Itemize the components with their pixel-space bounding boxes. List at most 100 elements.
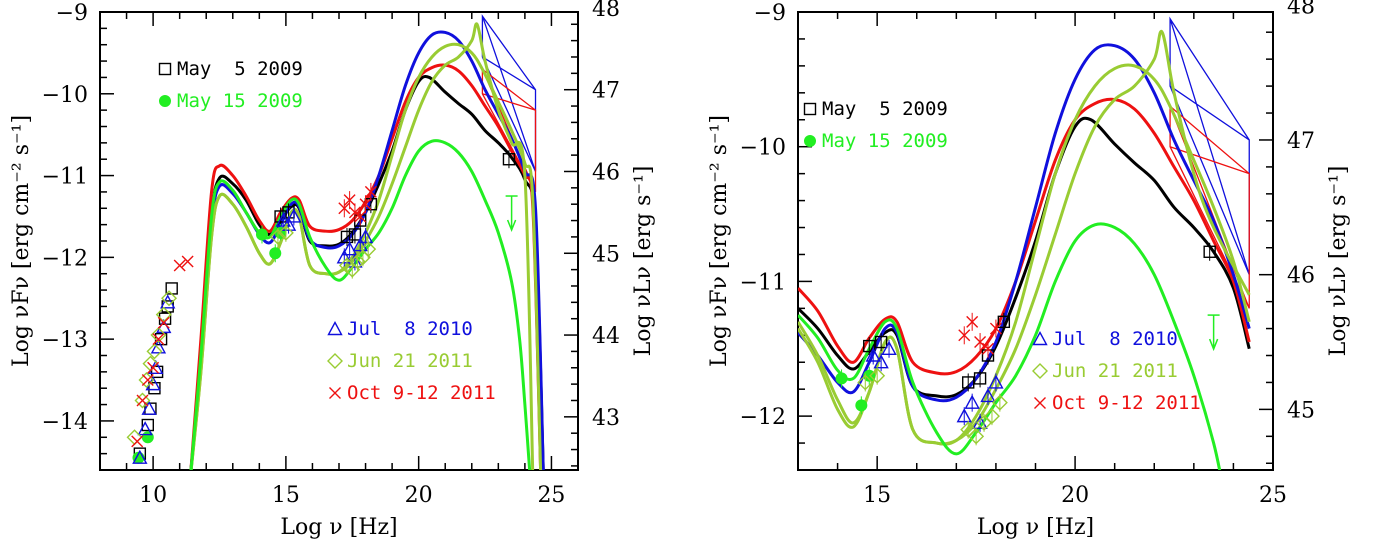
chart-panel-left: 10 15 20 25 −14 −13 −12 −11 −10 −9 43 44 45 46 47 48 Log…	[9, 0, 656, 540]
data-point	[181, 255, 194, 268]
data-point	[873, 354, 889, 369]
data-point	[336, 249, 352, 264]
legend-label: Jul 8 2010	[347, 318, 473, 340]
data-point	[502, 153, 516, 166]
x-tick-label: 15	[863, 483, 891, 508]
right-tick-label: 47	[592, 79, 620, 104]
data-point	[973, 372, 987, 385]
y-tick-label: −9	[56, 1, 88, 26]
legend-marker	[804, 135, 816, 147]
x-tick-label: 20	[1061, 483, 1089, 508]
legend-marker	[329, 387, 341, 399]
data-point	[869, 367, 886, 384]
data-point	[982, 342, 994, 355]
legend-label: Oct 9-12 2011	[1052, 392, 1201, 414]
data-point	[136, 394, 149, 407]
data-point	[988, 374, 1004, 389]
data-point	[964, 394, 980, 409]
model-curve	[189, 63, 543, 470]
legend-marker	[1032, 331, 1048, 346]
legend-marker	[1032, 363, 1048, 379]
legend-label: May 15 2009	[177, 90, 303, 112]
data-point	[881, 340, 897, 355]
data-point	[152, 333, 165, 346]
data-point	[1203, 245, 1216, 258]
x-axis-title: Log ν [Hz]	[977, 515, 1094, 540]
data-point	[141, 418, 155, 432]
data-point	[141, 374, 154, 387]
data-point	[348, 206, 361, 219]
y-tick-label: −10	[42, 83, 88, 108]
data-point	[137, 421, 153, 436]
data-point	[974, 336, 987, 349]
y-tick-label: −14	[42, 410, 88, 435]
data-point	[956, 408, 972, 423]
data-point	[280, 216, 297, 231]
data-point	[348, 228, 362, 241]
data-point	[155, 306, 172, 323]
upper-limit-arrow	[506, 196, 517, 233]
plot-area	[126, 14, 545, 470]
x-tick-label: 15	[272, 483, 300, 508]
data-point	[150, 339, 167, 354]
legend-label: May 5 2009	[177, 58, 303, 80]
data-point	[340, 230, 354, 244]
data-point	[343, 194, 356, 207]
legend-marker	[158, 62, 172, 76]
data-point	[874, 335, 888, 349]
data-point	[983, 408, 1000, 425]
data-point	[161, 290, 178, 307]
data-point	[157, 316, 170, 329]
y-axis-title: Log νFν [erg cm⁻² s⁻¹]	[707, 115, 732, 367]
legend-label: Jul 8 2010	[1052, 328, 1178, 350]
legend-label: Oct 9-12 2011	[347, 382, 496, 404]
data-point	[863, 339, 876, 353]
data-point	[980, 387, 996, 403]
right-tick-label: 45	[592, 242, 620, 267]
right-tick-label: 43	[592, 406, 620, 431]
upper-limit-arrow	[1208, 315, 1219, 352]
x-axis-title: Log ν [Hz]	[280, 515, 397, 540]
x-tick-label: 10	[139, 483, 167, 508]
legend-marker	[327, 353, 343, 369]
right-tick-label: 46	[1287, 264, 1315, 289]
data-point	[275, 212, 291, 227]
legend-label: Jun 21 2011	[1052, 360, 1178, 382]
plot-frame	[99, 11, 579, 471]
data-point	[357, 228, 374, 244]
data-point	[147, 361, 160, 374]
data-point	[277, 224, 294, 241]
x-tick-label: 25	[1259, 483, 1287, 508]
plot-area	[798, 16, 1251, 470]
right-tick-label: 45	[1287, 398, 1315, 423]
data-point	[338, 202, 351, 215]
data-point	[349, 253, 366, 270]
right-tick-label: 48	[592, 0, 620, 22]
y-tick-label: −9	[754, 1, 786, 26]
data-point	[150, 327, 167, 344]
data-point	[857, 374, 874, 391]
x-tick-label: 20	[405, 483, 433, 508]
legend-label: May 15 2009	[822, 130, 948, 152]
y-tick-label: −10	[740, 136, 786, 161]
model-curve	[189, 22, 535, 470]
data-point	[142, 355, 159, 372]
right-tick-label: 46	[592, 160, 620, 185]
x-tick-label: 25	[537, 483, 565, 508]
y-tick-label: −13	[42, 328, 88, 353]
data-point	[997, 315, 1011, 329]
data-point	[160, 294, 176, 309]
legend-label: Jun 21 2011	[347, 350, 473, 372]
data-point	[173, 259, 186, 272]
data-point	[269, 228, 286, 245]
data-point	[360, 241, 377, 258]
data-point	[958, 329, 971, 342]
model-curve	[798, 43, 1251, 403]
right-tick-label: 44	[592, 324, 620, 349]
data-point	[352, 237, 368, 252]
data-point	[274, 210, 287, 223]
chart-panel-right: 15 20 25 −12 −11 −10 −9 45 46 47 48 Log ν [Hz] Log ν…	[707, 0, 1351, 540]
data-point	[138, 372, 155, 389]
data-point	[865, 347, 881, 362]
